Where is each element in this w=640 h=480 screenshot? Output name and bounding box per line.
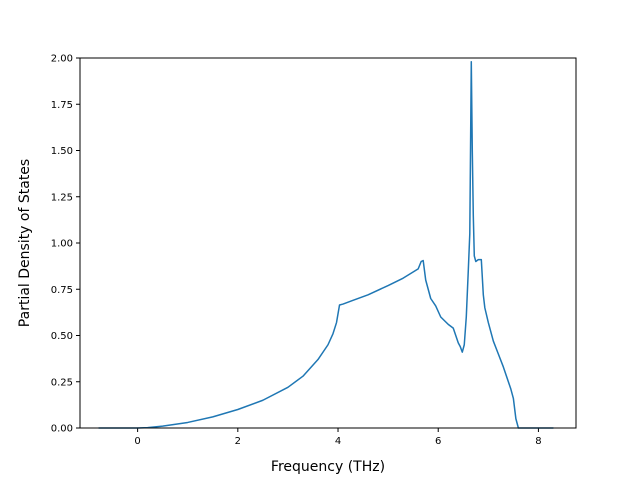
series-line-0 [98, 60, 554, 429]
x-tick-label: 0 [134, 436, 140, 447]
y-tick-label: 2.00 [51, 54, 73, 65]
x-tick-label: 6 [435, 436, 441, 447]
plot-area-background [80, 58, 576, 428]
y-tick-label: 0.25 [51, 377, 73, 388]
plot-frame [79, 57, 577, 429]
x-axis-ticks: 0 2 4 6 8 [134, 428, 542, 447]
y-tick-label: 1.75 [51, 100, 73, 111]
x-tick-label: 4 [335, 436, 341, 447]
y-tick-label: 1.50 [51, 146, 73, 157]
y-axis-ticks: 0.00 0.25 0.50 0.75 1.00 1.25 1.50 1.75 2.00 [51, 54, 80, 435]
y-tick-label: 0.75 [51, 285, 73, 296]
y-axis-label: Partial Density of States [17, 159, 33, 327]
y-tick-label: 1.25 [51, 192, 73, 203]
series-layer [98, 60, 554, 429]
y-tick-label: 0.00 [51, 424, 73, 435]
x-tick-label: 8 [535, 436, 541, 447]
y-tick-label: 0.50 [51, 331, 73, 342]
y-tick-label: 1.00 [51, 239, 73, 250]
x-axis-label: Frequency (THz) [271, 459, 385, 475]
x-tick-label: 2 [235, 436, 241, 447]
